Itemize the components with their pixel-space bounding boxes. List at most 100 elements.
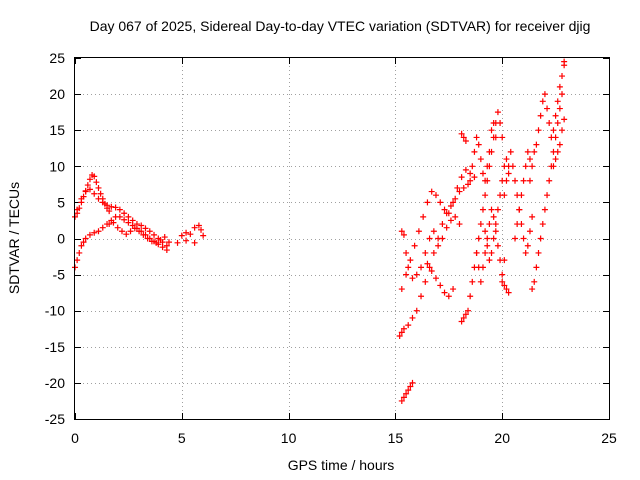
data-point (86, 231, 93, 238)
data-point (475, 235, 482, 242)
data-point (426, 235, 433, 242)
y-tick-label: -20 (45, 375, 65, 391)
data-point (123, 231, 130, 238)
data-point (550, 163, 557, 170)
data-point (108, 203, 115, 210)
data-point (450, 286, 457, 293)
y-tick-label: 0 (57, 231, 65, 247)
data-point (477, 156, 484, 163)
data-point (82, 188, 89, 195)
series-arc-4 (106, 219, 172, 246)
data-point (146, 228, 153, 235)
data-point (559, 73, 566, 80)
data-point (499, 271, 506, 278)
data-point (505, 289, 512, 296)
data-point (121, 216, 128, 223)
series-arc-8 (398, 166, 478, 293)
data-point (501, 192, 508, 199)
plot-frame (74, 57, 610, 420)
data-point (178, 232, 185, 239)
data-point (174, 239, 181, 246)
data-point (494, 206, 501, 213)
data-point (418, 264, 425, 271)
data-point (129, 217, 136, 224)
data-point (99, 224, 106, 231)
series-arc-5 (174, 222, 207, 246)
data-point (512, 235, 519, 242)
data-point (469, 278, 476, 285)
data-point (492, 228, 499, 235)
data-point (163, 247, 170, 254)
data-point (488, 127, 495, 134)
data-point (121, 210, 128, 217)
data-point (556, 141, 563, 148)
data-point (554, 148, 561, 155)
data-point (445, 210, 452, 217)
data-point (488, 206, 495, 213)
data-point (526, 177, 533, 184)
data-point (396, 332, 403, 339)
data-point (430, 228, 437, 235)
data-point (458, 174, 465, 181)
series-arc-17 (499, 278, 512, 296)
data-point (86, 186, 93, 193)
x-tick-label: 5 (178, 430, 186, 446)
data-point (471, 148, 478, 155)
x-tick-label: 25 (601, 430, 617, 446)
data-point (161, 234, 168, 241)
data-point (76, 249, 83, 256)
data-point (541, 206, 548, 213)
data-point (183, 229, 190, 236)
data-point (533, 264, 540, 271)
data-point (471, 174, 478, 181)
tick-labels-layer: 0 5 10 15 20 25 -25 -20 -15 -10 -5 0 5 10 15 20 25 (45, 50, 617, 446)
data-point (452, 195, 459, 202)
data-point (91, 190, 98, 197)
y-tick-label: -5 (53, 267, 66, 283)
data-point (552, 156, 559, 163)
data-point (522, 163, 529, 170)
series-arc-19 (512, 148, 533, 242)
data-point (148, 238, 155, 245)
data-point (460, 184, 467, 191)
data-point (482, 192, 489, 199)
data-point (403, 390, 410, 397)
data-point (157, 236, 164, 243)
y-axis-label: SDTVAR / TECUs (6, 182, 22, 294)
data-point (445, 293, 452, 300)
data-point (428, 267, 435, 274)
y-tick-label: -15 (45, 339, 65, 355)
data-point (112, 204, 119, 211)
data-point (78, 242, 85, 249)
data-point (398, 228, 405, 235)
data-point (507, 148, 514, 155)
data-point (405, 264, 412, 271)
data-point (441, 289, 448, 296)
data-point (80, 239, 87, 246)
data-point (97, 190, 104, 197)
data-point (114, 224, 121, 231)
data-point (437, 199, 444, 206)
data-point (473, 249, 480, 256)
data-point (503, 177, 510, 184)
data-point (95, 184, 102, 191)
data-point (529, 286, 536, 293)
data-point (522, 249, 529, 256)
series-arc-14 (473, 206, 508, 285)
data-point (535, 127, 542, 134)
data-point (84, 182, 91, 189)
data-point (400, 231, 407, 238)
y-tick-label: -25 (45, 411, 65, 427)
data-point (550, 127, 557, 134)
data-point (437, 282, 444, 289)
data-point (106, 208, 113, 215)
data-point (86, 176, 93, 183)
data-point (82, 235, 89, 242)
series-arc-20 (529, 58, 568, 293)
data-point (465, 181, 472, 188)
data-point (441, 206, 448, 213)
data-point (477, 221, 484, 228)
data-point (520, 177, 527, 184)
data-point (403, 271, 410, 278)
data-point (531, 278, 538, 285)
